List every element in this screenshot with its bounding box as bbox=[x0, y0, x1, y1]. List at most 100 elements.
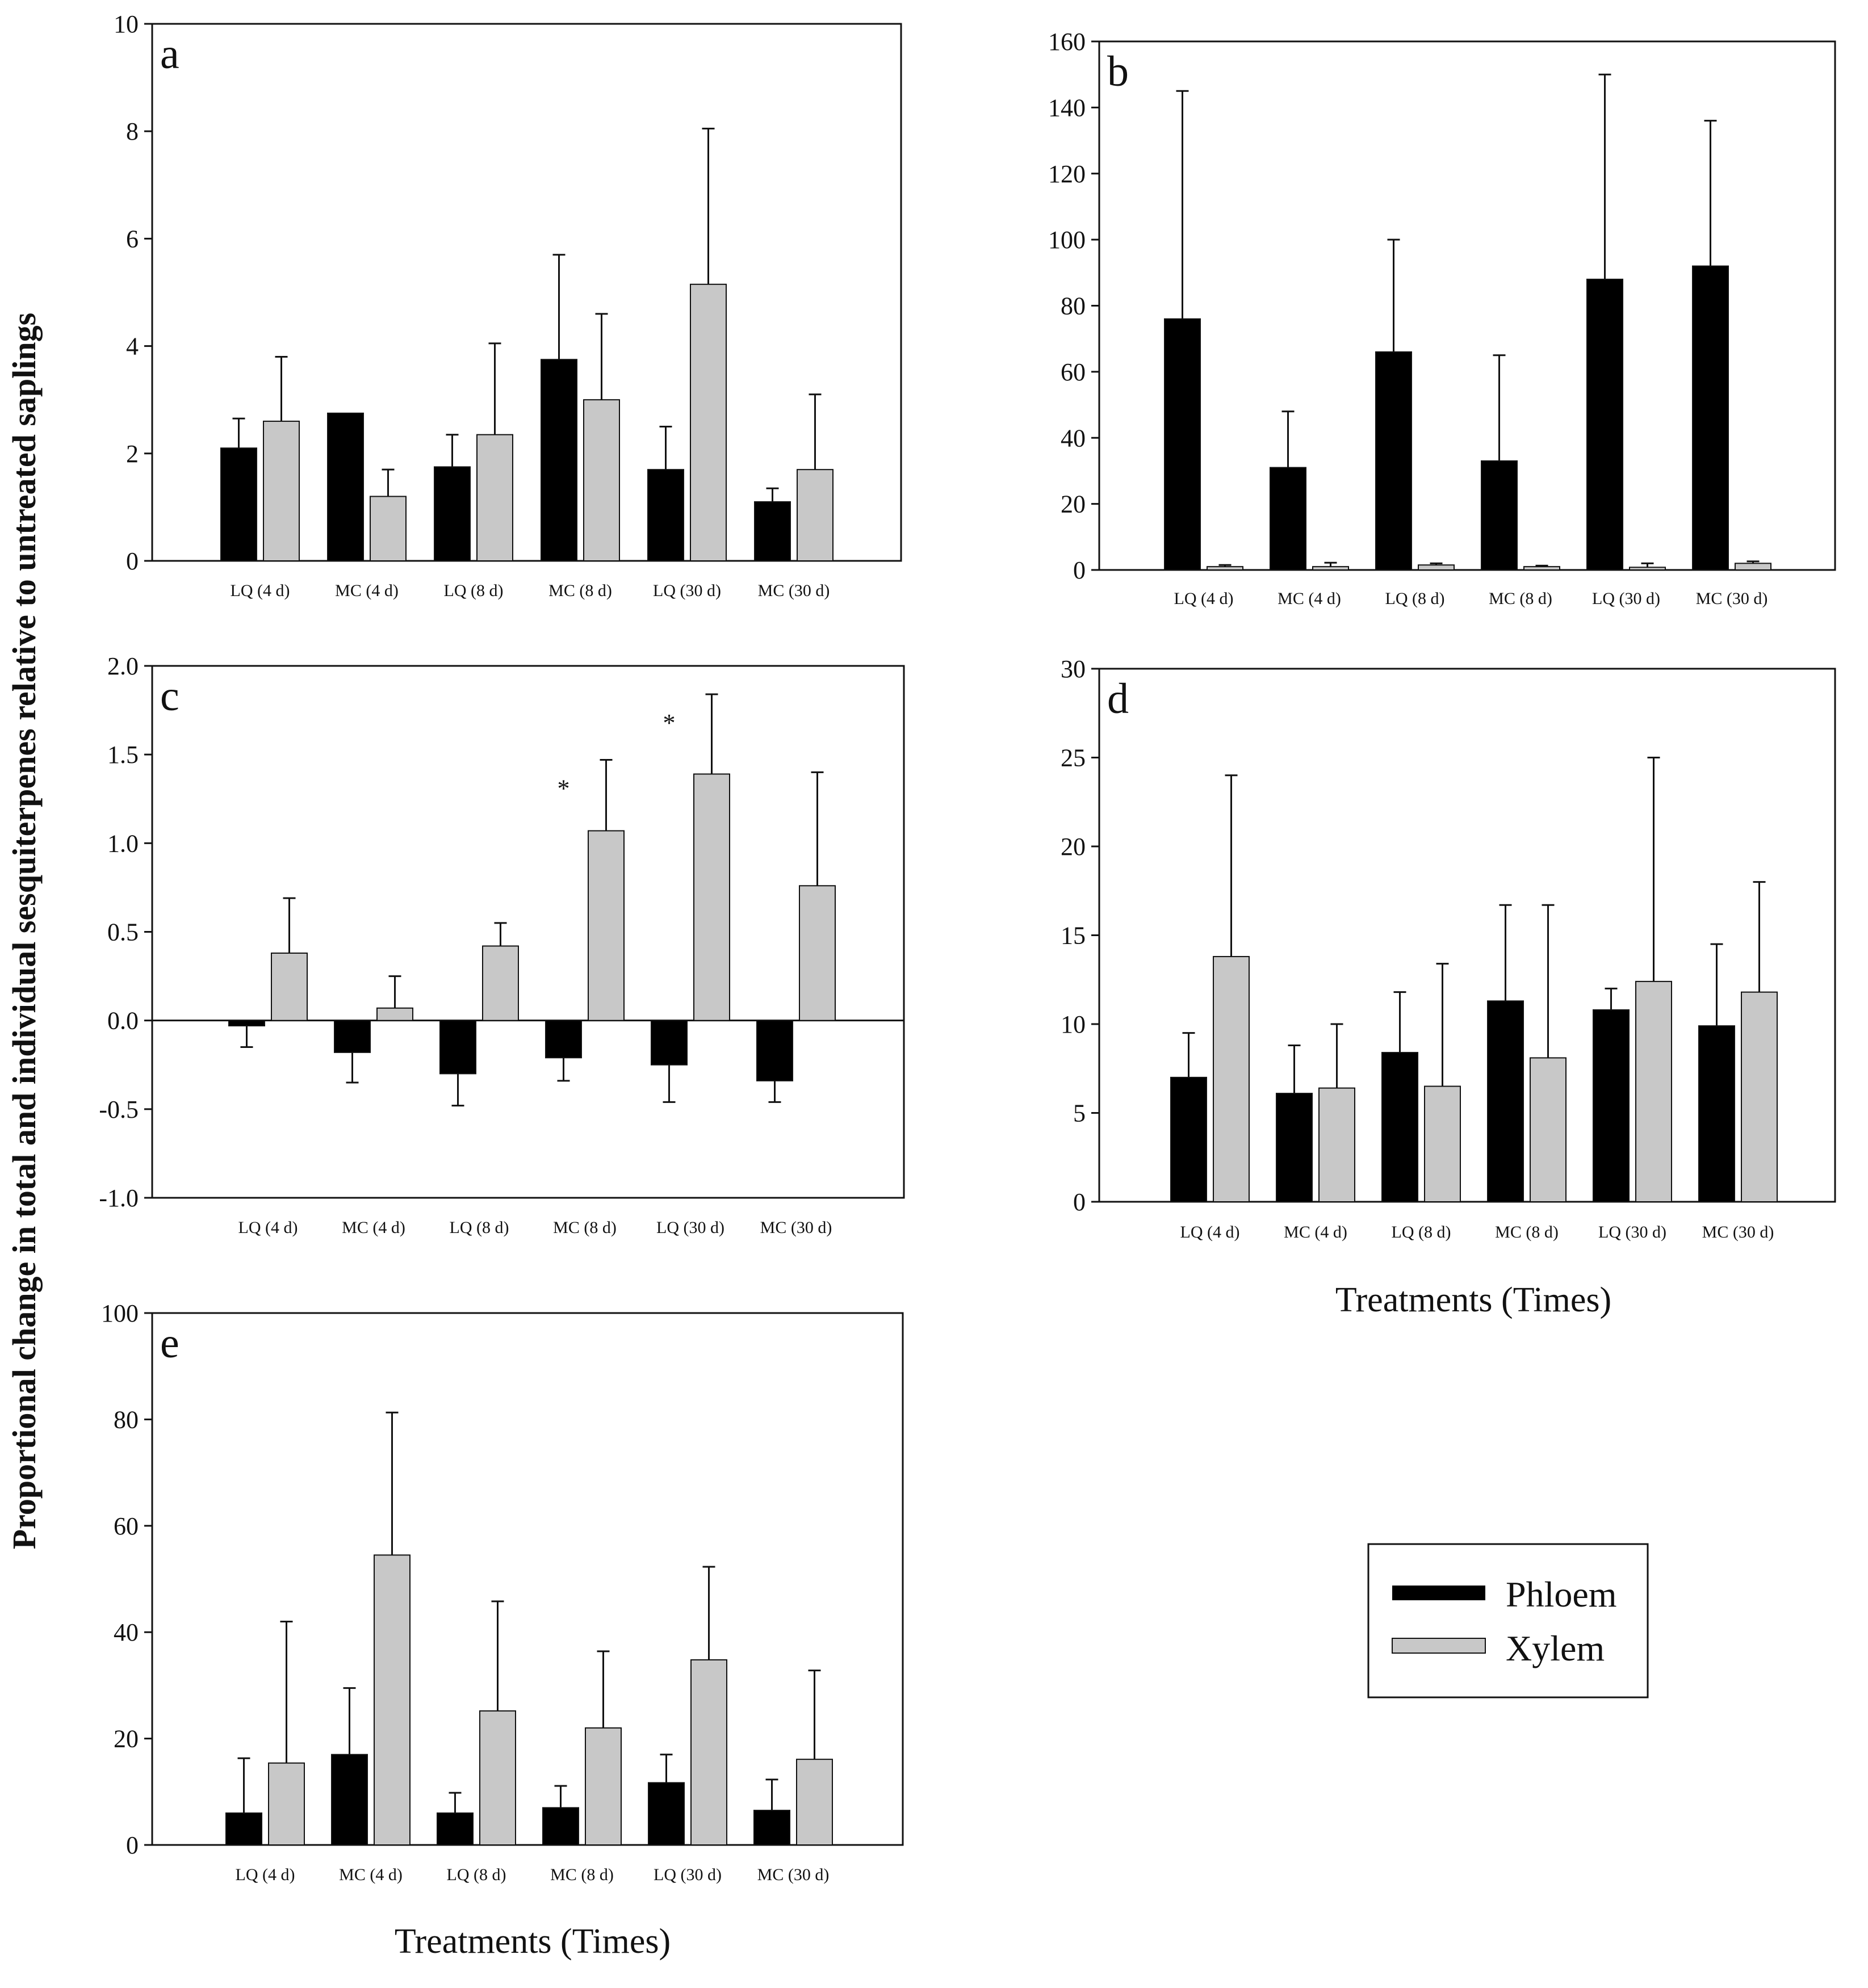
chart-panel-e: 0 20 40 60 80 100 e LQ (4 d) MC (4 d) LQ (8 d) MC … bbox=[101, 1299, 904, 1884]
y-tick-label-a-2: 4 bbox=[126, 333, 139, 360]
y-tick-label-d-2: 10 bbox=[1061, 1010, 1086, 1038]
chart-panel-c: -1.0 -0.5 0.0 0.5 1.0 1.5 2.0 c LQ (4 d) MC (4 d)… bbox=[99, 652, 905, 1237]
bar-c-xylem-5 bbox=[799, 885, 836, 1021]
y-tick-label-c-6: 2.0 bbox=[107, 652, 139, 680]
y-tick-label-d-0: 0 bbox=[1073, 1188, 1086, 1216]
plot-frame-e bbox=[151, 1312, 904, 1846]
bar-c-phloem-1 bbox=[334, 1020, 371, 1053]
x-tick-label-e-1: MC (4 d) bbox=[339, 1865, 403, 1884]
bar-e-phloem-1 bbox=[331, 1754, 368, 1846]
y-tick-label-c-5: 1.5 bbox=[107, 741, 139, 769]
y-tick-label-c-2: 0.0 bbox=[107, 1007, 139, 1035]
bar-e-xylem-0 bbox=[268, 1762, 305, 1846]
bar-b-phloem-1 bbox=[1270, 467, 1306, 571]
x-tick-label-a-5: MC (30 d) bbox=[758, 581, 830, 600]
bar-b-phloem-2 bbox=[1375, 351, 1412, 571]
x-tick-label-c-2: LQ (8 d) bbox=[450, 1218, 509, 1237]
x-tick-label-d-4: LQ (30 d) bbox=[1598, 1223, 1666, 1242]
bar-c-xylem-4 bbox=[693, 773, 730, 1021]
y-tick-label-e-2: 40 bbox=[114, 1618, 139, 1646]
bar-b-phloem-3 bbox=[1481, 460, 1518, 571]
bar-d-phloem-0 bbox=[1170, 1076, 1207, 1203]
y-tick-label-d-1: 5 bbox=[1073, 1100, 1086, 1127]
x-tick-label-a-0: LQ (4 d) bbox=[231, 581, 290, 600]
bar-a-phloem-4 bbox=[647, 469, 684, 561]
x-tick-label-e-5: MC (30 d) bbox=[757, 1865, 830, 1884]
y-tick-label-b-5: 100 bbox=[1048, 226, 1086, 254]
y-tick-label-e-1: 20 bbox=[114, 1725, 139, 1753]
bar-a-phloem-2 bbox=[434, 466, 471, 562]
y-tick-label-b-0: 0 bbox=[1073, 556, 1086, 584]
x-tick-label-b-4: LQ (30 d) bbox=[1592, 589, 1660, 608]
bar-e-xylem-1 bbox=[374, 1554, 411, 1846]
bar-d-xylem-5 bbox=[1741, 991, 1778, 1203]
panel-letter-c: c bbox=[160, 672, 179, 720]
x-tick-label-c-0: LQ (4 d) bbox=[238, 1218, 298, 1237]
bar-d-xylem-4 bbox=[1635, 980, 1672, 1202]
plot-frame-a bbox=[151, 23, 902, 562]
bar-a-phloem-3 bbox=[541, 359, 577, 561]
x-tick-label-e-2: LQ (8 d) bbox=[447, 1865, 506, 1884]
x-tick-label-d-3: MC (8 d) bbox=[1495, 1223, 1559, 1242]
significance-star-c-1: * bbox=[663, 709, 676, 737]
bar-b-xylem-5 bbox=[1735, 563, 1771, 571]
bar-b-xylem-4 bbox=[1629, 567, 1666, 571]
chart-panel-d: 0 5 10 15 20 25 30 d LQ (4 d) MC (4 d) LQ (8 d) MC … bbox=[1061, 655, 1836, 1242]
x-tick-label-a-4: LQ (30 d) bbox=[653, 581, 721, 600]
bar-c-xylem-1 bbox=[376, 1007, 413, 1021]
charts-root: 0 2 4 6 8 10 a LQ (4 d) MC (4 d) LQ (8 d) MC (8 d)… bbox=[99, 10, 1836, 1884]
x-tick-label-b-0: LQ (4 d) bbox=[1174, 589, 1234, 608]
panel-letter-b: b bbox=[1107, 48, 1129, 95]
bar-b-xylem-0 bbox=[1207, 566, 1243, 571]
y-tick-label-d-6: 30 bbox=[1061, 655, 1086, 683]
bar-a-phloem-5 bbox=[754, 501, 791, 561]
bar-a-xylem-4 bbox=[690, 283, 727, 561]
bar-c-phloem-4 bbox=[651, 1020, 688, 1066]
legend-label-xylem: Xylem bbox=[1506, 1628, 1605, 1668]
y-tick-label-a-1: 2 bbox=[126, 440, 139, 468]
x-tick-label-e-3: MC (8 d) bbox=[550, 1865, 614, 1884]
x-tick-label-c-4: LQ (30 d) bbox=[656, 1218, 724, 1237]
bar-a-xylem-2 bbox=[476, 434, 513, 561]
y-tick-label-c-1: -0.5 bbox=[99, 1096, 139, 1123]
bar-c-xylem-3 bbox=[588, 830, 625, 1021]
bar-e-xylem-4 bbox=[690, 1659, 727, 1846]
y-tick-label-e-4: 80 bbox=[114, 1406, 139, 1433]
bar-e-xylem-5 bbox=[796, 1759, 833, 1846]
x-tick-label-e-4: LQ (30 d) bbox=[654, 1865, 722, 1884]
bar-d-phloem-3 bbox=[1487, 1000, 1524, 1203]
y-tick-label-d-5: 25 bbox=[1061, 744, 1086, 772]
y-tick-label-e-0: 0 bbox=[126, 1831, 139, 1859]
x-tick-label-b-5: MC (30 d) bbox=[1696, 589, 1768, 608]
legend: Phloem Xylem bbox=[1367, 1543, 1649, 1698]
y-tick-label-c-3: 0.5 bbox=[107, 918, 139, 946]
y-tick-label-c-0: -1.0 bbox=[99, 1184, 139, 1212]
bar-b-xylem-2 bbox=[1418, 564, 1455, 571]
y-tick-label-a-0: 0 bbox=[126, 547, 139, 575]
x-tick-label-e-0: LQ (4 d) bbox=[236, 1865, 295, 1884]
y-tick-label-b-1: 20 bbox=[1061, 490, 1086, 518]
shared-y-axis-label: Proportional change in total and individ… bbox=[6, 313, 43, 1549]
bar-d-phloem-4 bbox=[1593, 1009, 1630, 1202]
bar-e-phloem-3 bbox=[542, 1807, 579, 1846]
bar-d-xylem-3 bbox=[1530, 1057, 1567, 1202]
y-tick-label-a-3: 6 bbox=[126, 225, 139, 253]
bar-c-phloem-3 bbox=[545, 1020, 582, 1059]
x-tick-label-b-1: MC (4 d) bbox=[1278, 589, 1341, 608]
bar-e-phloem-0 bbox=[225, 1812, 262, 1846]
x-tick-label-a-2: LQ (8 d) bbox=[444, 581, 504, 600]
x-tick-label-c-3: MC (8 d) bbox=[553, 1218, 617, 1237]
bar-a-phloem-1 bbox=[327, 412, 364, 561]
bar-c-phloem-5 bbox=[756, 1020, 793, 1081]
bar-d-xylem-2 bbox=[1424, 1085, 1461, 1203]
x-tick-label-a-1: MC (4 d) bbox=[335, 581, 399, 600]
panel-letter-a: a bbox=[160, 30, 179, 78]
y-tick-label-b-3: 60 bbox=[1061, 358, 1086, 386]
y-tick-label-c-4: 1.0 bbox=[107, 829, 139, 857]
bar-a-xylem-1 bbox=[370, 496, 407, 561]
bar-b-xylem-3 bbox=[1523, 566, 1560, 571]
panel-letter-d: d bbox=[1107, 675, 1129, 723]
bar-e-xylem-3 bbox=[585, 1727, 622, 1846]
bar-b-phloem-0 bbox=[1164, 318, 1201, 571]
